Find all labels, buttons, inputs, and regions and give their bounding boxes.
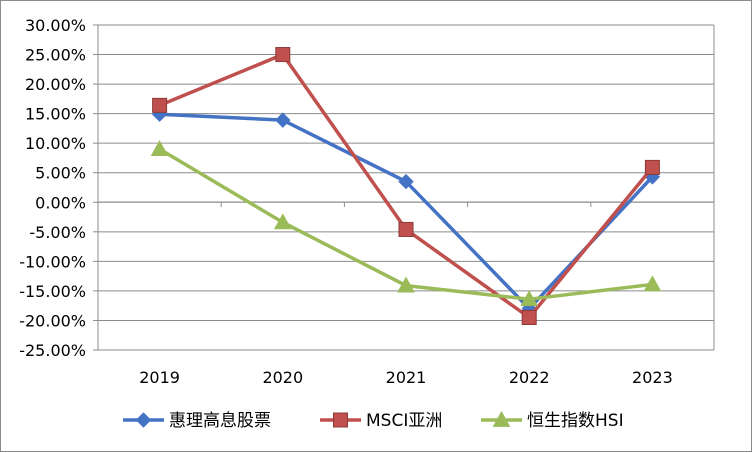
data-point-series-1 [275,112,291,128]
y-tick-label: 25.00% [25,46,86,65]
legend-swatch-marker [492,410,511,427]
data-point-series-2 [275,47,291,63]
legend-label: 恒生指数HSI [527,411,624,431]
legend-label: MSCI亚洲 [366,411,442,431]
x-tick-label: 2019 [139,368,180,387]
y-tick-label: 15.00% [25,105,86,124]
data-point-series-2 [398,221,414,237]
data-point-series-1 [398,173,414,190]
data-point-series-2 [152,97,168,113]
x-tick-label: 2020 [262,368,303,387]
data-point-series-2 [521,310,537,325]
axes [93,24,715,351]
legend: 惠理高息股票 MSCI亚洲 恒生指数HSI [123,410,624,431]
y-tick-label: 0.00% [35,193,86,212]
legend-swatch-marker [333,412,348,428]
y-axis-tick-labels: 30.00% 25.00% 20.00% 15.00% 10.00% 5.00% 0.00%… [19,16,86,360]
legend-label: 惠理高息股票 [169,411,271,431]
y-tick-label: 10.00% [25,134,86,153]
x-tick-label: 2023 [632,368,673,387]
x-axis-tick-labels: 2019 2020 2021 2022 2023 [139,368,673,387]
watermark-text: 雪球：林静观 [627,422,729,442]
y-tick-label: -20.00% [19,311,86,330]
data-point-series-3 [273,213,292,230]
y-tick-label: 20.00% [25,75,86,94]
x-tick-label: 2022 [509,368,550,387]
legend-swatch-marker [135,412,152,428]
y-tick-label: 30.00% [25,16,86,35]
data-point-series-3 [520,290,539,307]
y-tick-label: -15.00% [19,282,86,301]
y-tick-label: -10.00% [19,252,86,271]
x-tick-label: 2021 [386,368,427,387]
data-point-series-3 [397,276,415,293]
data-point-series-3 [643,275,662,292]
data-point-series-2 [644,159,660,175]
y-tick-label: -25.00% [19,341,86,360]
data-point-series-3 [150,140,169,156]
y-tick-label: 5.00% [35,164,86,183]
y-tick-label: -5.00% [29,223,86,242]
series-lines [150,47,662,325]
